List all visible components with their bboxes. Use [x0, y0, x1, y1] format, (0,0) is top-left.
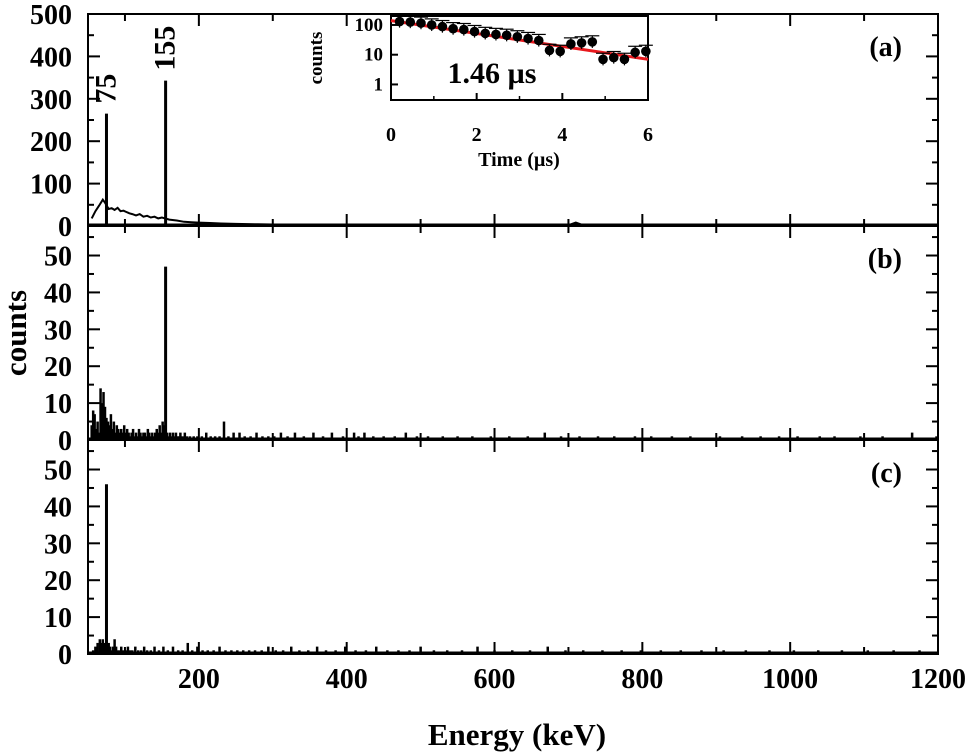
y-tick-label: 50 [44, 242, 72, 273]
inset-point [619, 54, 630, 65]
x-tick-label: 1000 [762, 664, 818, 695]
inset-y-label: counts [306, 32, 327, 85]
inset-x-tick-label: 0 [386, 124, 396, 146]
inset-point [459, 24, 469, 35]
y-tick-label: 100 [30, 170, 72, 201]
y-axis-label: counts [0, 290, 33, 376]
inset-point [491, 29, 501, 40]
inset-point [608, 52, 619, 63]
y-tick-label: 30 [44, 529, 72, 560]
inset-point [587, 37, 598, 47]
inset-point [416, 18, 426, 28]
inset-x-tick-label: 6 [643, 124, 653, 146]
inset-point [394, 16, 405, 27]
y-tick-label: 10 [44, 389, 72, 420]
inset-point [555, 46, 565, 57]
y-tick-label: 0 [58, 212, 72, 243]
inset-point [598, 54, 608, 65]
y-tick-label: 0 [58, 640, 72, 671]
y-tick-label: 500 [30, 0, 72, 31]
x-tick-label: 600 [474, 664, 516, 695]
inset-plot: 0 2 4 6 1 10 100 Time (µs) counts 1.46 µs [306, 14, 653, 171]
panel-label-b: (b) [868, 244, 902, 275]
inset-point [523, 33, 533, 44]
panel-label-a: (a) [869, 32, 902, 63]
inset-x-tick-label: 2 [472, 124, 482, 146]
x-axis-label: Energy (keV) [428, 717, 606, 752]
inset-point [641, 46, 651, 57]
background-trace [90, 197, 938, 227]
y-tick-label: 10 [44, 603, 72, 634]
x-tick-label: 400 [326, 664, 368, 695]
y-tick-label: 30 [44, 315, 72, 346]
inset-y-tick-label: 10 [364, 45, 383, 66]
y-tick-label: 200 [30, 127, 72, 158]
inset-point [576, 38, 587, 48]
y-tick-label: 40 [44, 278, 72, 309]
inset-x-label: Time (µs) [478, 149, 560, 171]
panel-frame [87, 225, 939, 441]
inset-point [512, 31, 523, 42]
inset-point [544, 45, 555, 56]
inset-point [426, 20, 437, 30]
inset-point [405, 17, 416, 27]
inset-point [566, 39, 576, 49]
inset-x-tick-label: 4 [557, 124, 567, 146]
inset-point [630, 47, 640, 58]
y-tick-label: 300 [30, 85, 72, 116]
peak-label-155: 155 [149, 26, 182, 71]
inset-y-tick-label: 100 [355, 15, 384, 36]
y-tick-label: 400 [30, 42, 72, 73]
inset-y-tick-label: 1 [374, 74, 384, 95]
inset-point [437, 21, 448, 32]
panel-c: 0 10 20 30 40 50 (c) [44, 439, 939, 671]
y-tick-label: 20 [44, 352, 72, 383]
inset-annotation: 1.46 µs [448, 57, 537, 90]
panel-b: 0 10 20 30 40 50 (b) [44, 225, 939, 457]
y-tick-label: 0 [58, 426, 72, 457]
panel-frame [87, 439, 939, 655]
inset-point [469, 26, 480, 37]
y-tick-label: 20 [44, 566, 72, 597]
panel-label-c: (c) [871, 458, 902, 489]
x-tick-label: 1200 [910, 664, 966, 695]
x-tick-label: 800 [621, 664, 663, 695]
y-tick-label: 50 [44, 456, 72, 487]
x-tick-label: 200 [178, 664, 220, 695]
inset-point [480, 28, 491, 39]
inset-point [533, 35, 544, 46]
inset-point [448, 23, 458, 34]
inset-point [501, 30, 512, 41]
y-tick-label: 40 [44, 492, 72, 523]
